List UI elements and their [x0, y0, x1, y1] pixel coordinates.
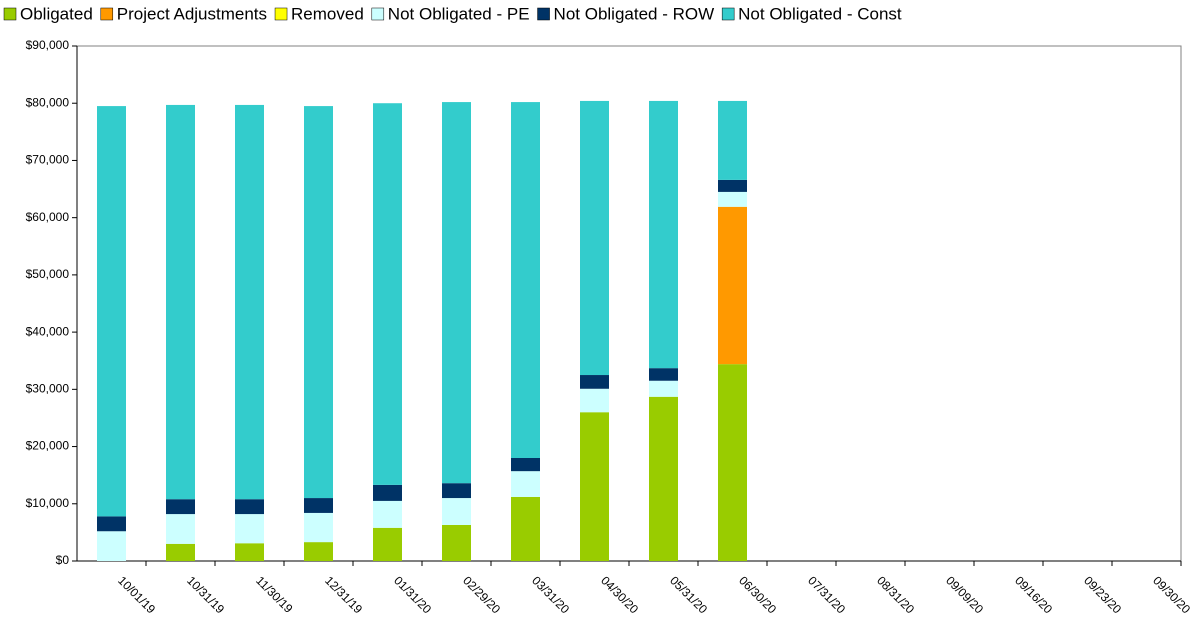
bar-segment: [511, 471, 540, 497]
bar-segment: [442, 524, 471, 561]
bar-segment: [580, 100, 609, 376]
legend-label: Removed: [291, 4, 364, 23]
x-tick-label: 10/31/19: [184, 573, 227, 616]
x-tick-label: 12/31/19: [322, 573, 365, 616]
bar-segment: [166, 499, 195, 515]
legend-swatch: [3, 7, 17, 21]
bar-segment: [649, 380, 678, 397]
bar-segment: [649, 368, 678, 381]
y-tick-label: $80,000: [26, 95, 70, 109]
legend-label: Project Adjustments: [117, 4, 267, 23]
x-tick-label: 09/30/20: [1150, 573, 1193, 616]
legend-swatch: [371, 7, 385, 21]
x-tick-label: 04/30/20: [598, 573, 641, 616]
bar-segment: [304, 498, 333, 513]
legend-swatch: [537, 7, 550, 21]
x-tick-label: 09/23/20: [1081, 573, 1124, 616]
bar-segment: [97, 106, 126, 517]
y-tick-label: $90,000: [26, 38, 70, 52]
bar-segment: [718, 364, 747, 561]
bar-segment: [442, 483, 471, 499]
bar-segment: [235, 514, 264, 544]
legend-label: Obligated: [20, 4, 93, 23]
y-tick-label: $40,000: [26, 324, 70, 338]
bar-segment: [649, 396, 678, 561]
bar-segment: [97, 516, 126, 532]
x-tick-label: 03/31/20: [529, 573, 572, 616]
y-tick-label: $20,000: [26, 439, 70, 453]
bar-segment: [166, 543, 195, 561]
bar-segment: [235, 543, 264, 561]
bar-segment: [580, 375, 609, 389]
x-tick-label: 10/01/19: [115, 573, 158, 616]
x-tick-label: 09/16/20: [1012, 573, 1055, 616]
bar-segment: [304, 106, 333, 499]
y-tick-label: $30,000: [26, 382, 70, 396]
bar-segment: [580, 412, 609, 561]
y-tick-label: $60,000: [26, 210, 70, 224]
bar-segment: [166, 514, 195, 544]
legend-label: Not Obligated - PE: [388, 4, 530, 23]
bar-segment: [235, 499, 264, 515]
y-tick-label: $0: [56, 553, 70, 567]
bar-segment: [580, 388, 609, 413]
y-tick-label: $10,000: [26, 496, 70, 510]
y-tick-label: $70,000: [26, 153, 70, 167]
bar-segment: [97, 531, 126, 561]
x-tick-label: 06/30/20: [736, 573, 779, 616]
x-tick-label: 05/31/20: [667, 573, 710, 616]
y-tick-label: $50,000: [26, 267, 70, 281]
bar-segment: [718, 191, 747, 207]
bar-segment: [442, 102, 471, 484]
bar-segment: [373, 527, 402, 561]
legend-label: Not Obligated - ROW: [554, 4, 715, 23]
bar-segment: [304, 512, 333, 543]
legend-swatch: [100, 7, 114, 21]
x-tick-label: 08/31/20: [874, 573, 917, 616]
bar-segment: [718, 100, 747, 180]
bar-segment: [511, 102, 540, 459]
legend-swatch: [721, 7, 735, 21]
x-tick-label: 11/30/19: [253, 573, 296, 616]
legend-label: Not Obligated - Const: [738, 4, 902, 23]
bar-segment: [718, 206, 747, 365]
x-tick-label: 02/29/20: [460, 573, 503, 616]
bar-segment: [373, 484, 402, 501]
bar-segment: [373, 103, 402, 485]
x-tick-label: 01/31/20: [391, 573, 434, 616]
bar-segment: [166, 104, 195, 500]
bar-segment: [718, 179, 747, 192]
bar-segment: [511, 458, 540, 472]
legend-swatch: [274, 7, 288, 21]
bar-segment: [649, 100, 678, 369]
bar-segment: [235, 104, 264, 500]
x-tick-label: 09/09/20: [943, 573, 986, 616]
bar-segment: [511, 496, 540, 561]
x-tick-label: 07/31/20: [805, 573, 848, 616]
bar-segment: [442, 498, 471, 525]
bar-segment: [304, 542, 333, 561]
bar-segment: [373, 500, 402, 528]
